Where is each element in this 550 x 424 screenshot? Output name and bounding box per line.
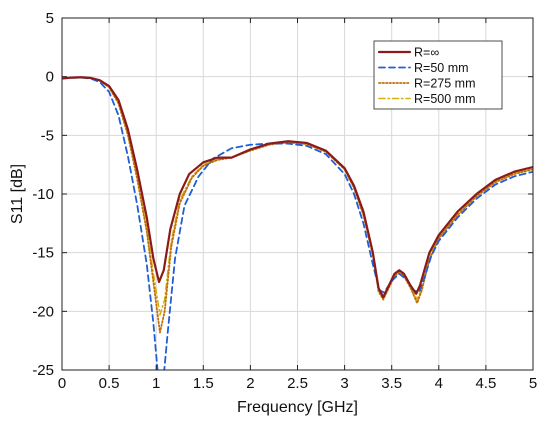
series-line xyxy=(62,76,533,334)
y-tick-label: -25 xyxy=(32,362,54,379)
x-tick-label: 5 xyxy=(529,375,537,392)
series-lines xyxy=(62,76,533,370)
legend-label: R=275 mm xyxy=(414,77,475,91)
x-tick-label: 4.5 xyxy=(475,375,496,392)
y-tick-label: -15 xyxy=(32,245,54,262)
y-tick-label: 0 xyxy=(46,69,54,86)
y-tick-label: 5 xyxy=(46,10,54,27)
y-tick-label: -10 xyxy=(32,186,54,203)
x-tick-label: 4 xyxy=(435,375,443,392)
y-tick-label: -20 xyxy=(32,303,54,320)
axis-ticks: 0 0.5 1 1.5 2 2.5 3 3.5 4 4.5 5 -25 -20 -15 -10 -5 0 5 xyxy=(32,10,537,392)
x-tick-label: 2.5 xyxy=(287,375,308,392)
legend-label: R=∞ xyxy=(414,46,439,60)
y-axis-label: S11 [dB] xyxy=(9,164,26,224)
x-tick-label: 1 xyxy=(152,375,160,392)
legend-label: R=50 mm xyxy=(414,61,469,75)
x-axis-label: Frequency [GHz] xyxy=(237,399,358,416)
legend-label: R=500 mm xyxy=(414,92,475,106)
legend: R=∞R=50 mm R=275 mmR=500 mm xyxy=(373,40,503,110)
x-tick-label: 1.5 xyxy=(193,375,214,392)
x-tick-label: 0 xyxy=(58,375,66,392)
x-tick-label: 0.5 xyxy=(99,375,120,392)
x-tick-label: 2 xyxy=(246,375,254,392)
x-tick-label: 3 xyxy=(340,375,348,392)
series-line xyxy=(62,76,533,299)
x-tick-label: 3.5 xyxy=(381,375,402,392)
series-line xyxy=(62,76,533,370)
y-tick-label: -5 xyxy=(41,127,54,144)
